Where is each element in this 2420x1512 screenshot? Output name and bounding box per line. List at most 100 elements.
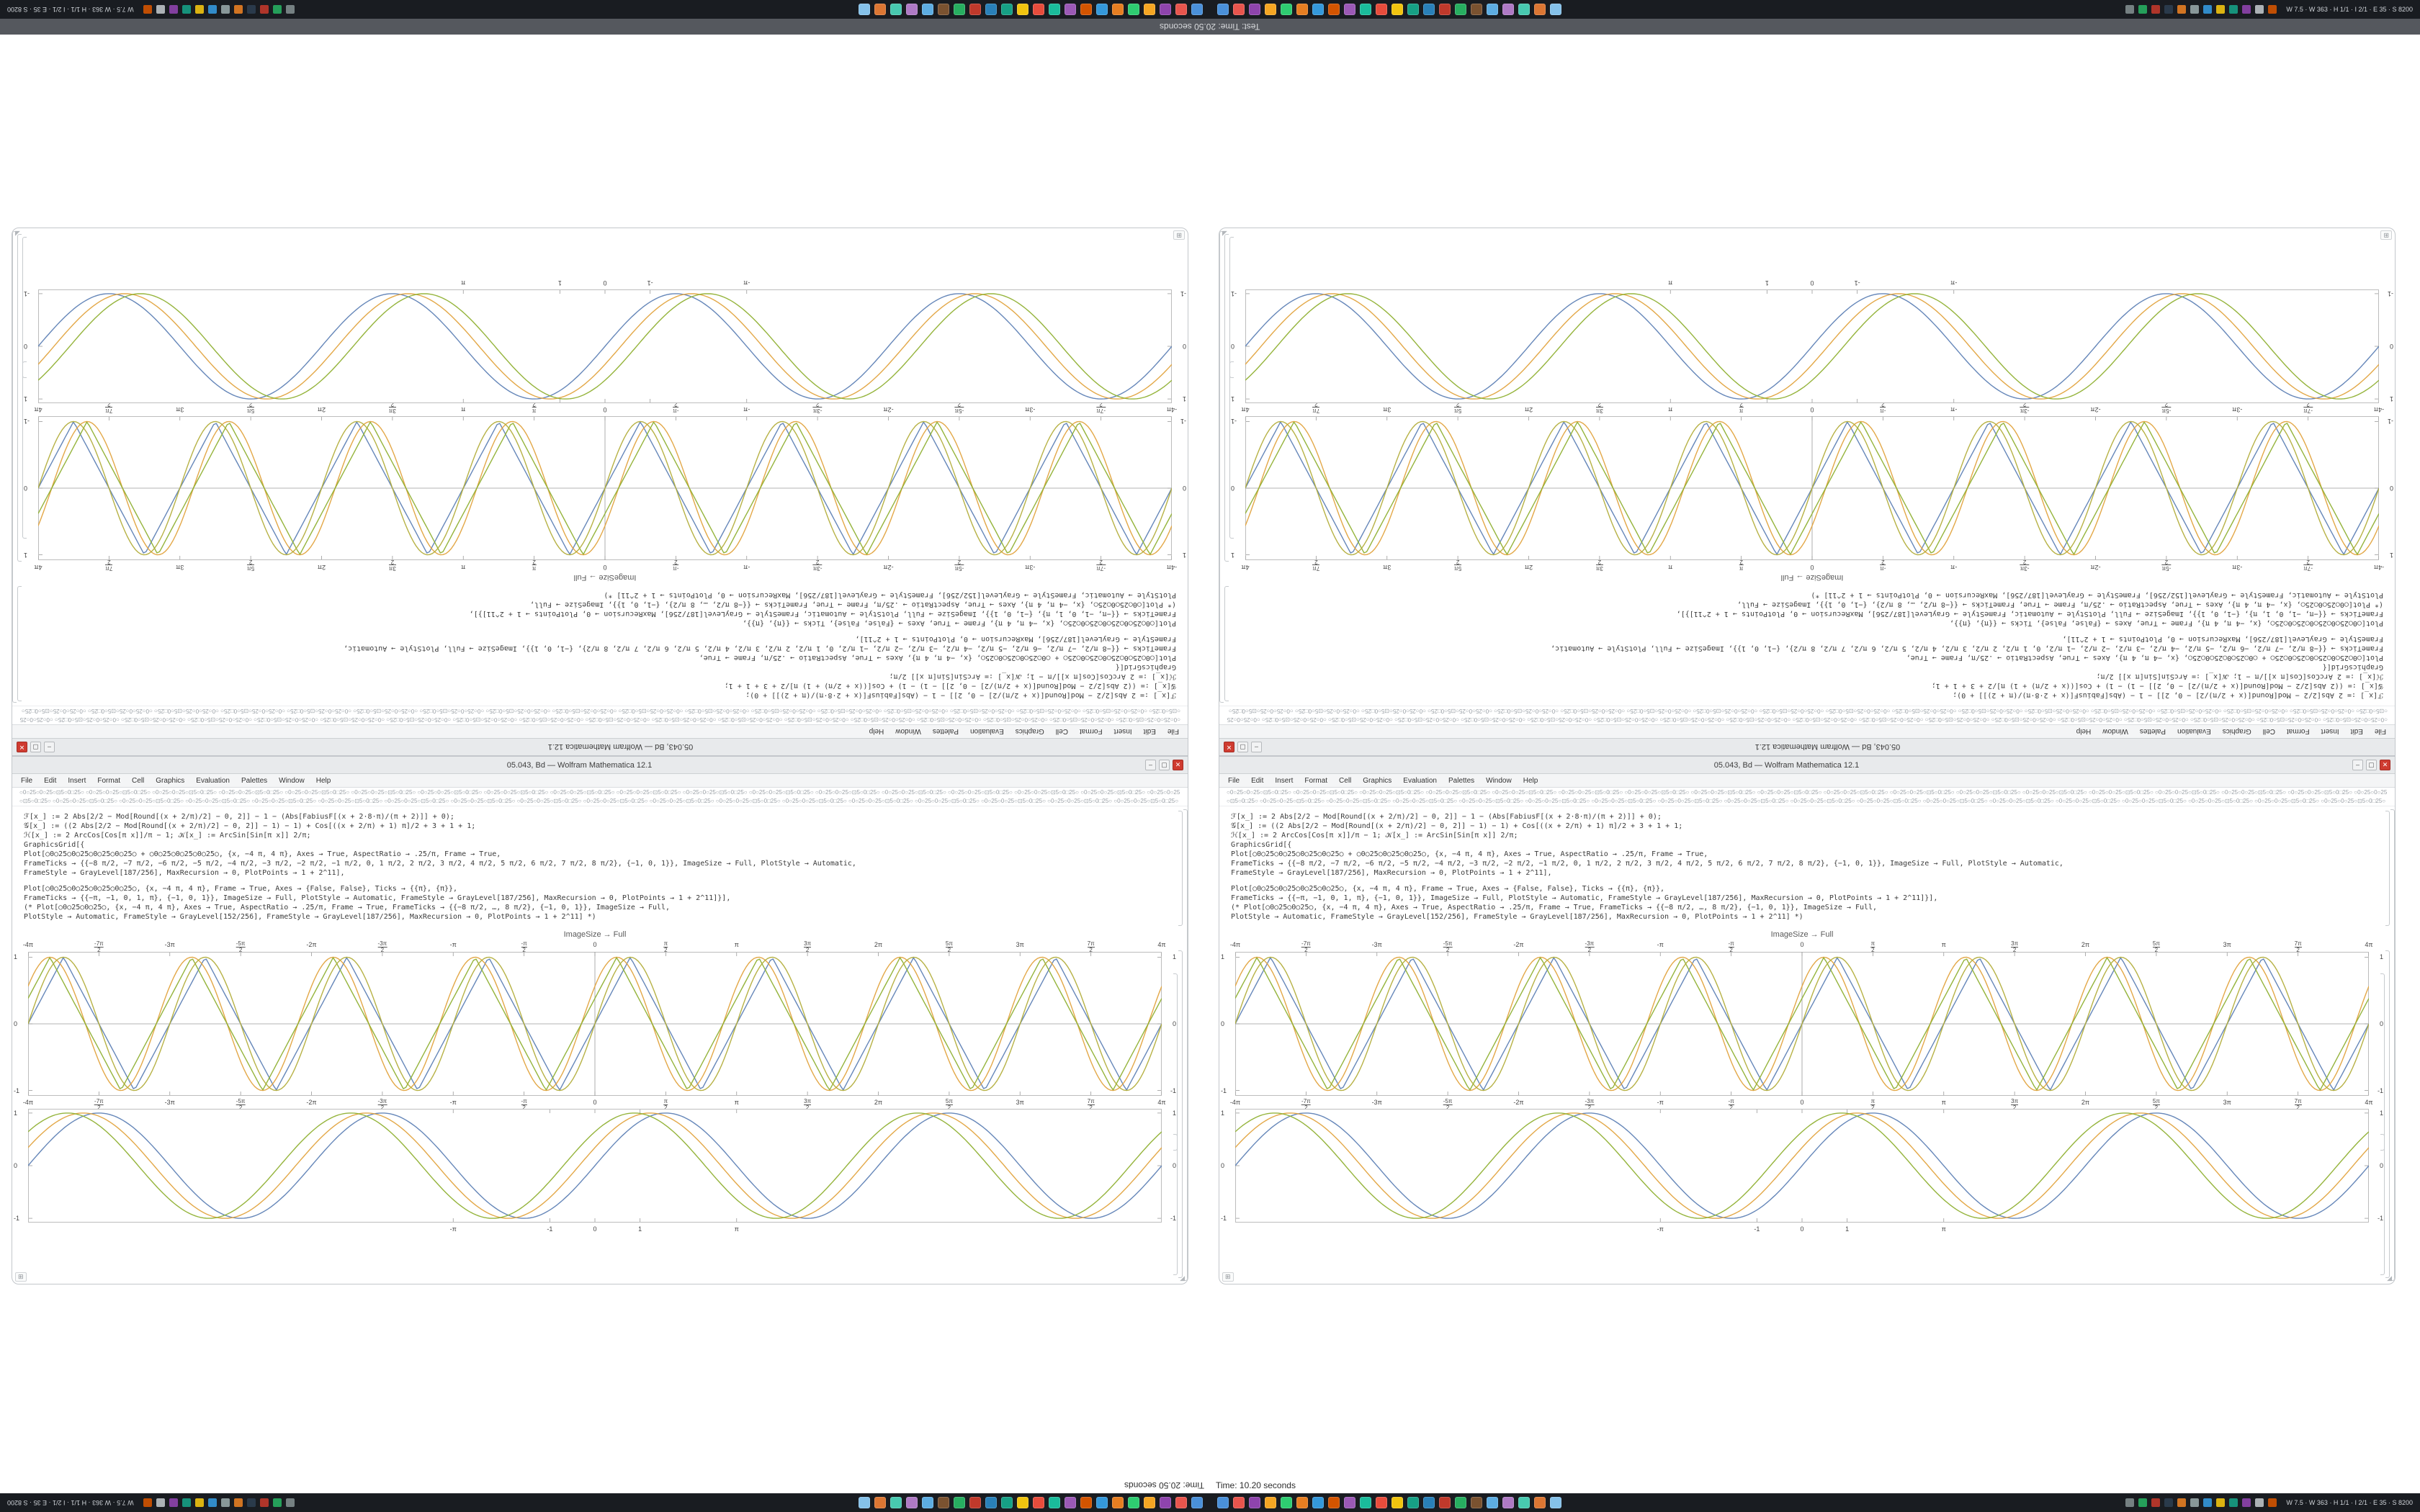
code-cell-definitions[interactable]: ℱ[x_] := 2 Abs[2/2 − Mod[Round[(x + 2/π)…: [1231, 812, 2373, 878]
cell-bracket[interactable]: [1173, 1134, 1178, 1275]
taskbar-app-icon[interactable]: [1423, 4, 1435, 15]
taskbar-app-icon[interactable]: [1265, 1497, 1276, 1508]
taskbar-app-icon[interactable]: [922, 1497, 933, 1508]
taskbar-app-icon[interactable]: [890, 1497, 902, 1508]
menu-item-edit[interactable]: Edit: [44, 776, 57, 785]
taskbar-app-icon[interactable]: [938, 4, 949, 15]
menu-item-palettes[interactable]: Palettes: [932, 727, 959, 736]
menu-item-insert[interactable]: Insert: [1113, 727, 1132, 736]
tray-icon[interactable]: [194, 1498, 204, 1507]
menu-item-evaluation[interactable]: Evaluation: [2177, 727, 2211, 736]
taskbar-app-icon[interactable]: [1049, 1497, 1060, 1508]
tray-icon[interactable]: [156, 5, 165, 14]
resize-grip-icon[interactable]: ◢: [2387, 1274, 2392, 1282]
code-cell-definitions[interactable]: ℱ[x_] := 2 Abs[2/2 − Mod[Round[(x + 2/π)…: [34, 634, 1176, 700]
taskbar-app-icon[interactable]: [954, 1497, 965, 1508]
maximize-button[interactable]: ▢: [1237, 742, 1248, 752]
menu-item-window[interactable]: Window: [1486, 776, 1512, 785]
code-cell-definitions[interactable]: ℱ[x_] := 2 Abs[2/2 − Mod[Round[(x + 2/π)…: [1241, 634, 2383, 700]
cell-bracket[interactable]: [1229, 361, 1234, 539]
taskbar-app-icon[interactable]: [1455, 4, 1466, 15]
tray-icon[interactable]: [2164, 5, 2174, 14]
menu-item-file[interactable]: File: [21, 776, 33, 785]
menu-item-insert[interactable]: Insert: [68, 776, 86, 785]
taskbar-app-icon[interactable]: [1001, 1497, 1013, 1508]
taskbar-app-icon[interactable]: [1191, 4, 1203, 15]
taskbar-app-icon[interactable]: [859, 4, 870, 15]
taskbar-app-icon[interactable]: [1392, 4, 1403, 15]
menu-item-format[interactable]: Format: [2286, 727, 2310, 736]
tray-icon[interactable]: [259, 5, 269, 14]
taskbar-app-icon[interactable]: [1096, 4, 1108, 15]
tray-icon[interactable]: [169, 5, 178, 14]
taskbar-app-icon[interactable]: [1033, 4, 1044, 15]
resize-grip-icon[interactable]: ◢: [1222, 230, 1227, 238]
taskbar-app-icon[interactable]: [1376, 4, 1387, 15]
tray-icon[interactable]: [220, 1498, 230, 1507]
taskbar-app-icon[interactable]: [1487, 1497, 1498, 1508]
taskbar-app-icon[interactable]: [1249, 4, 1260, 15]
tray-icon[interactable]: [246, 1498, 256, 1507]
tray-icon[interactable]: [2203, 5, 2213, 14]
menu-item-graphics[interactable]: Graphics: [156, 776, 185, 785]
window-titlebar[interactable]: 05.043, Bd — Wolfram Mathematica 12.1 – …: [12, 757, 1188, 774]
cell-bracket[interactable]: [1219, 231, 1224, 703]
cell-bracket[interactable]: [17, 234, 22, 562]
menu-item-palettes[interactable]: Palettes: [2139, 727, 2166, 736]
close-button[interactable]: ✕: [2380, 760, 2390, 770]
menu-item-window[interactable]: Window: [2102, 727, 2128, 736]
tray-icon[interactable]: [2255, 1498, 2264, 1507]
tray-icon[interactable]: [2190, 5, 2200, 14]
magnification-widget[interactable]: ⊞: [1173, 230, 1185, 240]
taskbar-app-icon[interactable]: [1249, 1497, 1260, 1508]
tray-icon[interactable]: [259, 1498, 269, 1507]
tray-icon[interactable]: [2125, 5, 2135, 14]
taskbar-app-icon[interactable]: [906, 1497, 918, 1508]
taskbar-app-icon[interactable]: [1360, 4, 1371, 15]
cell-bracket[interactable]: [1178, 811, 1183, 926]
cell-bracket[interactable]: [2380, 973, 2385, 1151]
tray-icon[interactable]: [2229, 5, 2238, 14]
window-titlebar[interactable]: 05.043, Bd — Wolfram Mathematica 12.1 – …: [1219, 738, 2395, 755]
menu-item-evaluation[interactable]: Evaluation: [1403, 776, 1437, 785]
taskbar-app-icon[interactable]: [1312, 1497, 1324, 1508]
menu-item-graphics[interactable]: Graphics: [1015, 727, 1044, 736]
cell-bracket[interactable]: [2390, 809, 2395, 1281]
menu-item-window[interactable]: Window: [895, 727, 921, 736]
taskbar-app-icon[interactable]: [1550, 4, 1561, 15]
tray-icon[interactable]: [2164, 1498, 2174, 1507]
menu-item-window[interactable]: Window: [279, 776, 305, 785]
tray-icon[interactable]: [143, 1498, 152, 1507]
taskbar-app-icon[interactable]: [1344, 4, 1355, 15]
taskbar-app-icon[interactable]: [1233, 1497, 1245, 1508]
menu-item-cell[interactable]: Cell: [2262, 727, 2275, 736]
taskbar-app-icon[interactable]: [1233, 4, 1245, 15]
taskbar-app-icon[interactable]: [1423, 1497, 1435, 1508]
taskbar-app-icon[interactable]: [1080, 1497, 1092, 1508]
taskbar-app-icon[interactable]: [922, 4, 933, 15]
taskbar-app-icon[interactable]: [969, 4, 981, 15]
tray-icon[interactable]: [2242, 1498, 2251, 1507]
taskbar-app-icon[interactable]: [969, 1497, 981, 1508]
menu-item-format[interactable]: Format: [97, 776, 121, 785]
menu-item-file[interactable]: File: [1228, 776, 1240, 785]
tray-icon[interactable]: [220, 5, 230, 14]
menu-item-insert[interactable]: Insert: [2321, 727, 2339, 736]
taskbar-app-icon[interactable]: [1439, 1497, 1451, 1508]
tray-icon[interactable]: [207, 5, 217, 14]
tray-icon[interactable]: [2268, 5, 2277, 14]
taskbar-app-icon[interactable]: [1534, 1497, 1546, 1508]
taskbar-app-icon[interactable]: [859, 1497, 870, 1508]
tray-icon[interactable]: [272, 1498, 282, 1507]
taskbar-app-icon[interactable]: [1328, 1497, 1340, 1508]
taskbar-app-icon[interactable]: [1471, 1497, 1482, 1508]
taskbar-app-icon[interactable]: [1502, 4, 1514, 15]
cell-bracket[interactable]: [17, 586, 22, 701]
menu-item-file[interactable]: File: [2374, 727, 2386, 736]
taskbar-app-icon[interactable]: [1175, 1497, 1187, 1508]
taskbar-app-icon[interactable]: [1471, 4, 1482, 15]
tray-icon[interactable]: [2138, 1498, 2148, 1507]
menu-item-edit[interactable]: Edit: [2350, 727, 2363, 736]
tray-icon[interactable]: [2216, 1498, 2226, 1507]
menu-item-palettes[interactable]: Palettes: [1448, 776, 1475, 785]
